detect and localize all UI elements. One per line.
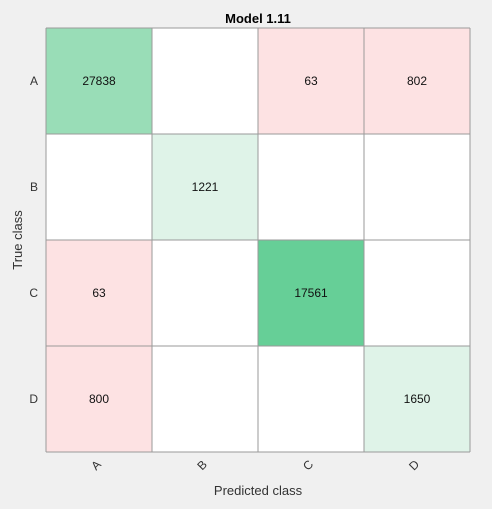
- cell-value-A-C: 63: [304, 74, 318, 88]
- cell-B-A: [46, 134, 152, 240]
- cell-value-C-A: 63: [92, 286, 106, 300]
- y-tick-C: C: [29, 286, 38, 300]
- y-axis-label: True class: [10, 210, 25, 270]
- cell-C-C: [258, 240, 364, 346]
- y-tick-A: A: [30, 74, 38, 88]
- x-tick-A: A: [88, 457, 104, 473]
- cell-value-D-A: 800: [89, 392, 109, 406]
- y-tick-B: B: [30, 180, 38, 194]
- matrix-cells: 27838 63 802 1221 63 17561 800 1650: [46, 28, 470, 452]
- chart-title: Model 1.11: [225, 11, 291, 26]
- x-tick-labels: A B C D: [88, 457, 422, 473]
- cell-value-B-B: 1221: [192, 180, 219, 194]
- cell-D-C: [258, 346, 364, 452]
- cell-A-B: [152, 28, 258, 134]
- x-tick-D: D: [406, 457, 422, 473]
- cell-A-A: [46, 28, 152, 134]
- cell-value-A-A: 27838: [82, 74, 116, 88]
- cell-C-B: [152, 240, 258, 346]
- cell-value-A-D: 802: [407, 74, 427, 88]
- cell-D-B: [152, 346, 258, 452]
- x-tick-C: C: [300, 457, 316, 473]
- cell-B-D: [364, 134, 470, 240]
- cell-B-C: [258, 134, 364, 240]
- y-tick-labels: A B C D: [29, 74, 38, 406]
- cell-B-B: [152, 134, 258, 240]
- cell-C-A: [46, 240, 152, 346]
- x-tick-B: B: [194, 457, 210, 473]
- cell-value-D-D: 1650: [404, 392, 431, 406]
- cell-C-D: [364, 240, 470, 346]
- x-axis-label: Predicted class: [214, 483, 303, 498]
- matrix-gridlines: [45, 27, 471, 453]
- cell-value-C-C: 17561: [294, 286, 328, 300]
- cell-A-C: [258, 28, 364, 134]
- y-tick-D: D: [29, 392, 38, 406]
- cell-A-D: [364, 28, 470, 134]
- cell-D-A: [46, 346, 152, 452]
- cell-D-D: [364, 346, 470, 452]
